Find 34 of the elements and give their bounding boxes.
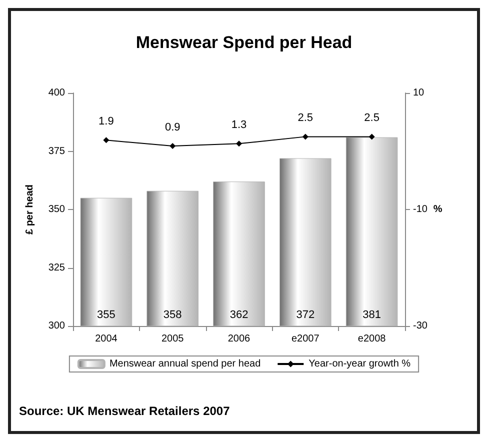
x-tick-label: 2004 [95, 334, 118, 344]
data-label: 381 [362, 308, 381, 321]
y2-tick-label: -10 [413, 204, 428, 215]
data-label: 2.5 [364, 112, 380, 124]
y2-axis-title: % [433, 204, 442, 215]
chart-title: Menswear Spend per Head [136, 33, 352, 52]
data-label: 1.3 [231, 119, 247, 132]
data-label: 1.9 [98, 116, 114, 128]
data-label: 362 [230, 308, 248, 321]
point [170, 143, 176, 150]
y-tick-label: 300 [48, 320, 66, 332]
data-label: 372 [296, 308, 315, 321]
y-tick-label: 350 [48, 204, 66, 215]
x-tick-label: 2005 [161, 334, 184, 344]
y-axis-title: £ per head [24, 184, 36, 235]
legend-label: Menswear annual spend per head [109, 358, 261, 370]
y-tick-label: 325 [48, 262, 66, 274]
x-tick-label: e2007 [291, 334, 320, 344]
point [103, 137, 110, 144]
y2-tick-label: -30 [413, 320, 428, 332]
x-tick-label: 2006 [228, 334, 251, 344]
data-label: 2.5 [298, 112, 314, 124]
point [368, 134, 375, 140]
x-tick-label: e2008 [358, 334, 386, 344]
point [236, 140, 242, 147]
data-label: 358 [163, 308, 182, 321]
legend-label: Year-on-year growth % [308, 358, 411, 370]
point [302, 134, 308, 140]
y-tick-label: 375 [48, 146, 66, 157]
y2-tick-label: 10 [413, 88, 425, 98]
data-label: 355 [97, 308, 116, 321]
source-note: Source: UK Menswear Retailers 2007 [19, 404, 230, 418]
y-tick-label: 400 [48, 88, 66, 98]
data-label: 0.9 [164, 122, 180, 134]
